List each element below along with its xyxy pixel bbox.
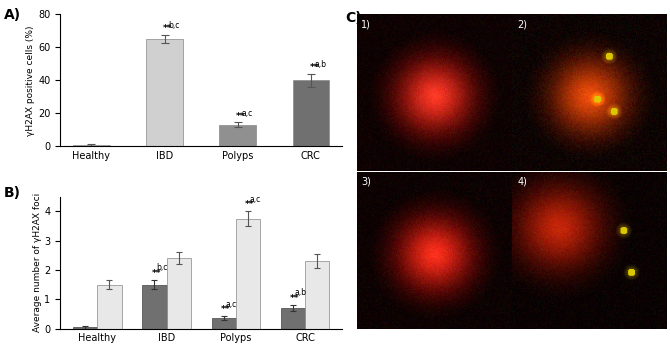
Bar [73, 145, 110, 147]
Bar [142, 284, 167, 329]
Text: **: ** [310, 63, 319, 72]
Text: b,c: b,c [168, 21, 180, 30]
Text: a,b: a,b [314, 60, 326, 69]
Bar [305, 261, 329, 329]
Bar [212, 318, 236, 329]
Text: a,c: a,c [241, 109, 253, 118]
Text: **: ** [290, 294, 299, 303]
Bar [236, 218, 260, 329]
Bar [146, 39, 183, 147]
Bar [167, 258, 191, 329]
Text: B): B) [4, 186, 21, 200]
Text: 1): 1) [361, 19, 371, 29]
Text: b,c: b,c [157, 264, 168, 273]
Y-axis label: γH2AX positive cells (%): γH2AX positive cells (%) [26, 25, 36, 136]
Text: **: ** [237, 112, 246, 121]
Text: a,c: a,c [250, 195, 261, 204]
Text: 4): 4) [517, 177, 527, 187]
Bar [281, 308, 305, 329]
Text: 3): 3) [361, 177, 371, 187]
Text: **: ** [221, 305, 230, 314]
Bar [73, 327, 97, 329]
Text: **: ** [163, 25, 173, 34]
Text: 2): 2) [517, 19, 527, 29]
Y-axis label: Average number of γH2AX foci: Average number of γH2AX foci [33, 193, 42, 332]
Bar [97, 284, 121, 329]
Text: a,c: a,c [226, 300, 237, 309]
Text: a,b: a,b [295, 288, 307, 297]
Text: **: ** [151, 269, 161, 278]
Text: C): C) [345, 11, 362, 25]
Text: **: ** [245, 200, 255, 209]
Bar [220, 125, 256, 147]
Bar [293, 81, 329, 147]
Text: A): A) [4, 8, 21, 22]
